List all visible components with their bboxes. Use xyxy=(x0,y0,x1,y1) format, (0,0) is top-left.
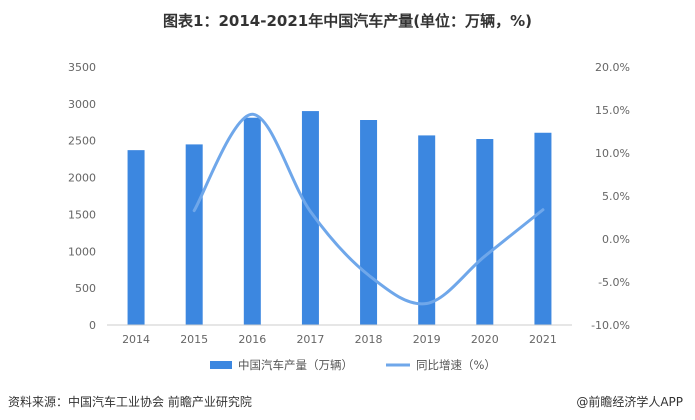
legend-bar-label: 中国汽车产量（万辆） xyxy=(238,358,353,372)
y-left-tick-label: 500 xyxy=(75,282,96,295)
x-tick-label: 2015 xyxy=(180,333,208,346)
legend: 中国汽车产量（万辆） 同比增速（%） xyxy=(210,358,496,372)
y-right-tick-label: -10.0% xyxy=(591,319,630,332)
y-left-tick-label: 3000 xyxy=(68,98,96,111)
y-left-tick-label: 0 xyxy=(89,319,96,332)
y-right-axis: -10.0% -5.0% 0.0% 5.0% 10.0% 15.0% 20.0% xyxy=(591,61,630,332)
y-left-tick-label: 1000 xyxy=(68,245,96,258)
x-tick-label: 2019 xyxy=(413,333,441,346)
bar xyxy=(418,135,436,325)
x-tick-label: 2018 xyxy=(355,333,383,346)
x-axis: 2014 2015 2016 2017 2018 2019 2020 2021 xyxy=(122,333,557,346)
credit-note: @前瞻经济学人APP xyxy=(576,395,683,409)
x-tick-label: 2020 xyxy=(471,333,499,346)
bar xyxy=(476,139,494,325)
bar-series xyxy=(127,111,552,326)
x-tick-label: 2016 xyxy=(238,333,266,346)
y-right-tick-label: 15.0% xyxy=(595,104,630,117)
x-tick-label: 2014 xyxy=(122,333,150,346)
y-left-axis: 0 500 1000 1500 2000 2500 3000 3500 xyxy=(68,61,96,332)
y-right-tick-label: 20.0% xyxy=(595,61,630,74)
bar xyxy=(243,117,261,326)
source-note: 资料来源：中国汽车工业协会 前瞻产业研究院 xyxy=(8,395,252,409)
y-left-tick-label: 3500 xyxy=(68,61,96,74)
bar xyxy=(301,111,319,325)
y-right-tick-label: 10.0% xyxy=(595,147,630,160)
x-tick-label: 2021 xyxy=(529,333,557,346)
bar xyxy=(127,150,145,325)
y-left-tick-label: 2500 xyxy=(68,135,96,148)
bar xyxy=(534,132,552,325)
y-right-tick-label: 5.0% xyxy=(602,190,630,203)
bar xyxy=(185,144,203,325)
y-right-tick-label: 0.0% xyxy=(602,233,630,246)
y-right-tick-label: -5.0% xyxy=(598,276,630,289)
chart-title: 图表1：2014-2021年中国汽车产量(单位：万辆，%) xyxy=(163,12,532,30)
legend-bar-swatch xyxy=(210,361,232,369)
bar xyxy=(360,120,378,325)
y-left-tick-label: 1500 xyxy=(68,208,96,221)
growth-line xyxy=(192,112,545,306)
legend-line-label: 同比增速（%） xyxy=(416,358,496,372)
x-tick-label: 2017 xyxy=(296,333,324,346)
y-left-tick-label: 2000 xyxy=(68,172,96,185)
